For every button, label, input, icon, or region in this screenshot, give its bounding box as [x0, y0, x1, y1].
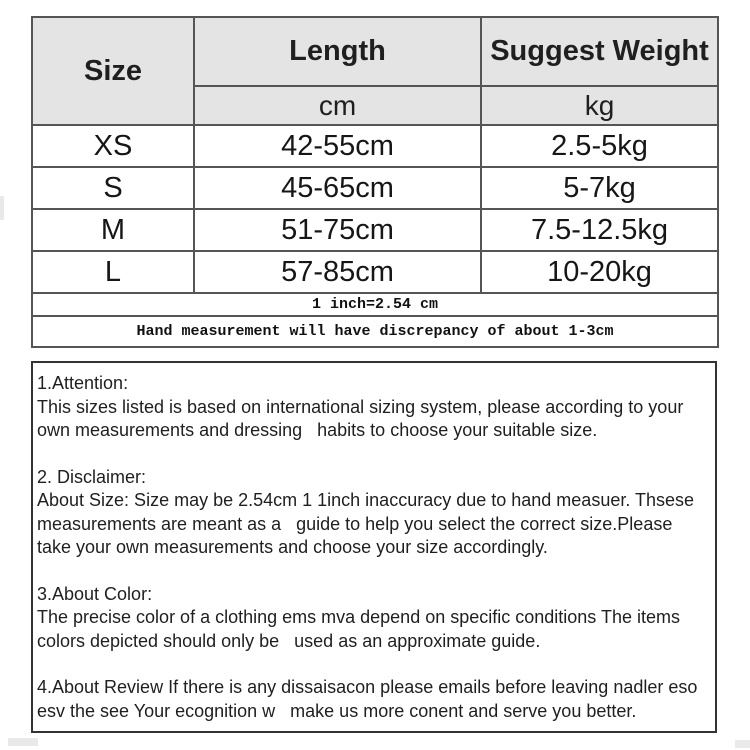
header-length: Length — [193, 16, 482, 87]
header-row-units: cm kg — [32, 85, 719, 126]
notes-box: 1.Attention: This sizes listed is based … — [31, 361, 717, 733]
cell-size: S — [31, 166, 195, 210]
table-row-s: S 45-65cm 5-7kg — [31, 166, 719, 210]
note-about-review: 4.About Review If there is any dissaisac… — [37, 676, 713, 723]
scan-artifact-bottom-right — [735, 740, 750, 748]
header-row-main: Size Length Suggest Weight — [31, 16, 719, 126]
header-weight: Suggest Weight — [480, 16, 719, 87]
note-about-review-body: 4.About Review If there is any dissaisac… — [37, 677, 698, 721]
conversion-note: 1 inch=2.54 cm — [31, 292, 719, 317]
size-chart-table: Size Length Suggest Weight cm kg XS 42-5… — [31, 16, 719, 348]
note-disclaimer-body: About Size: Size may be 2.54cm 1 1inch i… — [37, 490, 695, 557]
note-attention: 1.Attention: This sizes listed is based … — [37, 372, 713, 443]
conversion-note-row: 1 inch=2.54 cm — [31, 292, 719, 317]
measurement-note: Hand measurement will have discrepancy o… — [31, 315, 719, 348]
measurement-note-row: Hand measurement will have discrepancy o… — [31, 315, 719, 348]
note-about-color-title: 3.About Color: — [37, 583, 153, 604]
cell-length: 51-75cm — [193, 208, 482, 252]
note-about-color-body: The precise color of a clothing ems mva … — [37, 607, 680, 651]
note-disclaimer: 2. Disclaimer: About Size: Size may be 2… — [37, 466, 713, 560]
cell-length: 45-65cm — [193, 166, 482, 210]
cell-length: 57-85cm — [193, 250, 482, 294]
cell-size: M — [31, 208, 195, 252]
cell-length: 42-55cm — [193, 124, 482, 168]
note-attention-body: This sizes listed is based on internatio… — [37, 396, 684, 441]
table-row-xs: XS 42-55cm 2.5-5kg — [31, 124, 719, 168]
table-row-m: M 51-75cm 7.5-12.5kg — [31, 208, 719, 252]
scan-artifact-left — [0, 196, 4, 220]
cell-size: XS — [31, 124, 195, 168]
note-about-color: 3.About Color: The precise color of a cl… — [37, 583, 713, 654]
header-size: Size — [31, 16, 195, 126]
note-disclaimer-title: 2. Disclaimer: — [37, 466, 147, 487]
cell-weight: 10-20kg — [480, 250, 719, 294]
header-weight-unit: kg — [480, 85, 719, 126]
cell-weight: 7.5-12.5kg — [480, 208, 719, 252]
cell-weight: 2.5-5kg — [480, 124, 719, 168]
cell-size: L — [31, 250, 195, 294]
table-row-l: L 57-85cm 10-20kg — [31, 250, 719, 294]
cell-weight: 5-7kg — [480, 166, 719, 210]
scan-artifact-bottom-left — [8, 738, 38, 746]
note-attention-title: 1.Attention: — [37, 373, 129, 393]
header-length-unit: cm — [193, 85, 482, 126]
